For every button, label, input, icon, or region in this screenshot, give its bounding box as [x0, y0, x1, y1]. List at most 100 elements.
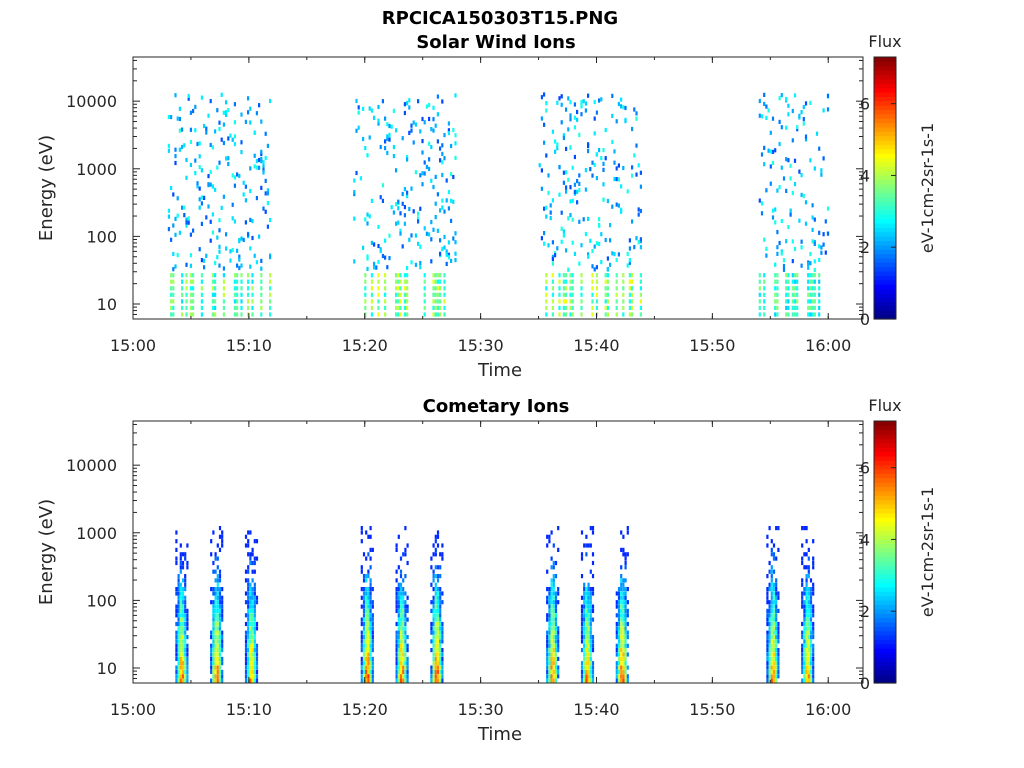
heatmap-cell	[782, 176, 786, 181]
heatmap-cell	[776, 305, 779, 310]
heatmap-cell	[802, 121, 805, 126]
heatmap-cell	[787, 292, 790, 297]
heatmap-cell	[428, 102, 431, 108]
heatmap-cell	[626, 263, 629, 268]
heatmap-cell	[793, 279, 797, 284]
heatmap-cell	[240, 263, 243, 268]
heatmap-cell	[812, 613, 815, 618]
colorbar-segment	[874, 61, 896, 67]
heatmap-cell	[436, 286, 439, 291]
heatmap-cell	[809, 648, 813, 653]
heatmap-cell	[238, 265, 241, 271]
heatmap-cell	[809, 305, 812, 310]
heatmap-cell	[266, 143, 269, 148]
heatmap-cell	[550, 591, 553, 596]
heatmap-cell	[362, 652, 366, 657]
heatmap-cell	[251, 626, 254, 631]
heatmap-cell	[251, 652, 254, 657]
heatmap-cell	[192, 312, 195, 317]
heatmap-cell	[365, 635, 368, 640]
x-tick-label: 15:30	[458, 336, 504, 355]
colorbar-segment	[874, 608, 896, 614]
heatmap-cell	[812, 643, 815, 648]
heatmap-cell	[216, 630, 219, 635]
heatmap-cell	[404, 674, 407, 679]
heatmap-cell	[452, 127, 455, 133]
heatmap-cell	[571, 217, 574, 222]
heatmap-cell	[362, 587, 366, 592]
heatmap-cell	[192, 299, 195, 304]
heatmap-cell	[441, 665, 444, 670]
heatmap-cell	[214, 630, 217, 635]
heatmap-cell	[397, 639, 400, 644]
heatmap-cell	[617, 669, 621, 674]
heatmap-cell	[371, 621, 374, 627]
heatmap-cell	[591, 299, 594, 304]
heatmap-cell	[587, 582, 590, 587]
heatmap-cell	[439, 595, 442, 600]
heatmap-cell	[631, 312, 634, 317]
heatmap-cell	[198, 247, 201, 252]
heatmap-cell	[793, 273, 797, 278]
heatmap-cell	[622, 643, 625, 648]
colorbar-segment	[874, 652, 896, 658]
heatmap-cell	[249, 608, 252, 613]
heatmap-cell	[371, 604, 374, 609]
heatmap-cell	[562, 299, 565, 304]
heatmap-cell	[214, 312, 217, 317]
heatmap-cell	[367, 617, 370, 622]
heatmap-cell	[253, 604, 256, 609]
heatmap-cell	[167, 148, 170, 153]
heatmap-cell	[218, 678, 222, 683]
heatmap-cell	[604, 127, 607, 133]
heatmap-cell	[179, 552, 182, 557]
heatmap-cell	[212, 669, 215, 674]
heatmap-cell	[381, 198, 384, 203]
y-tick-label: 10000	[66, 92, 117, 111]
heatmap-cell	[247, 635, 250, 640]
heatmap-cell	[404, 652, 407, 657]
heatmap-cell	[360, 630, 363, 635]
heatmap-cell	[189, 292, 192, 297]
heatmap-cell	[369, 678, 372, 683]
colorbar-segment	[874, 231, 896, 237]
heatmap-cell	[172, 273, 175, 278]
heatmap-cell	[580, 286, 583, 291]
heatmap-cell	[441, 639, 444, 644]
heatmap-cell	[434, 635, 437, 640]
colorbar-segment	[874, 139, 896, 145]
heatmap-cell	[768, 604, 771, 609]
heatmap-cell	[791, 138, 794, 143]
heatmap-cell	[430, 630, 433, 635]
heatmap-cell	[791, 299, 794, 304]
heatmap-cell	[432, 639, 435, 644]
heatmap-cell	[622, 279, 625, 284]
heatmap-cell	[775, 661, 778, 666]
heatmap-cell	[402, 656, 405, 661]
heatmap-cell	[439, 669, 442, 674]
heatmap-cell	[809, 578, 813, 583]
heatmap-cell	[399, 228, 402, 233]
heatmap-cell	[175, 613, 178, 618]
heatmap-cell	[436, 661, 440, 666]
heatmap-cell	[589, 621, 592, 627]
heatmap-cell	[386, 265, 389, 270]
heatmap-cell	[397, 292, 400, 297]
colorbar-segment	[874, 639, 896, 645]
heatmap-cell	[818, 299, 821, 304]
heatmap-cell	[370, 198, 373, 203]
heatmap-cell	[247, 639, 250, 644]
heatmap-cell	[622, 652, 625, 657]
heatmap-cell	[593, 267, 596, 272]
heatmap-cell	[639, 292, 642, 297]
heatmap-cell	[551, 312, 554, 317]
heatmap-cell	[818, 230, 821, 235]
heatmap-cell	[233, 175, 236, 180]
heatmap-cell	[404, 678, 407, 683]
heatmap-cell	[803, 604, 806, 609]
heatmap-cell	[408, 237, 411, 242]
heatmap-cell	[179, 569, 182, 574]
heatmap-cell	[258, 157, 261, 163]
heatmap-cell	[367, 591, 370, 596]
heatmap-cell	[624, 621, 627, 627]
